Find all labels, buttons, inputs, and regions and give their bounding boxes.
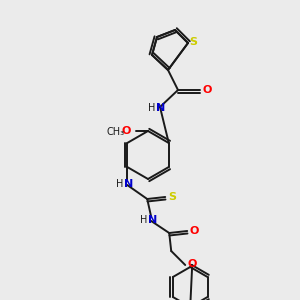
- Text: O: O: [121, 126, 131, 136]
- Text: N: N: [124, 179, 133, 189]
- Text: N: N: [148, 215, 157, 225]
- Text: O: O: [188, 259, 197, 269]
- Text: CH₃: CH₃: [107, 127, 125, 137]
- Text: H: H: [140, 215, 147, 225]
- Text: N: N: [156, 103, 166, 113]
- Text: S: S: [168, 192, 176, 202]
- Text: S: S: [189, 37, 197, 47]
- Text: O: O: [190, 226, 199, 236]
- Text: H: H: [116, 179, 123, 189]
- Text: H: H: [148, 103, 156, 113]
- Text: O: O: [202, 85, 212, 95]
